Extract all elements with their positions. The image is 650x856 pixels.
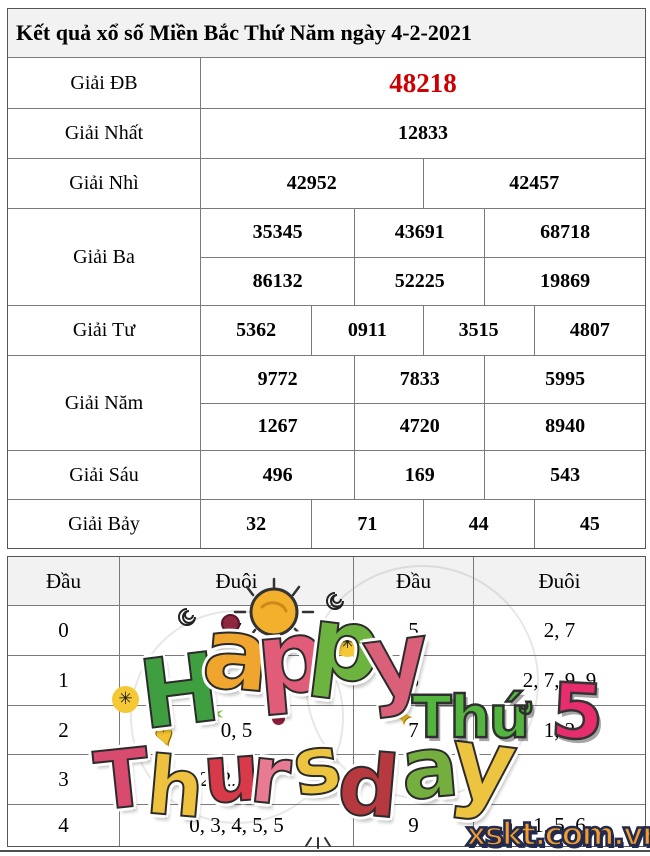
prize-number: 44: [422, 500, 534, 548]
prize-row-ba: Giải Ba 35345 43691 68718 86132 52225 19…: [8, 209, 645, 306]
star-icon: ✶: [207, 702, 226, 727]
thursday-letter: d: [333, 734, 404, 840]
berry-icon: [221, 614, 240, 633]
thursday-letter: r: [245, 726, 296, 825]
head-cell: 9: [354, 805, 474, 846]
prize-number: 71: [311, 500, 422, 548]
prize-number: 0911: [311, 306, 422, 355]
prize-number: 4807: [533, 306, 645, 355]
prize-row-db: Giải ĐB 48218: [8, 58, 645, 109]
prize-label: Giải Năm: [8, 356, 201, 450]
star-icon: ✦: [393, 705, 414, 731]
prize-number: 5362: [236, 319, 277, 341]
head-cell: 2: [8, 706, 120, 754]
tail-cell: 2, 7: [543, 618, 576, 642]
bottom-divider: [0, 850, 650, 852]
prize-row-bay: Giải Bảy 32 71 44 45: [8, 500, 645, 548]
tail-cell: 1, 5, 6: [533, 813, 586, 837]
prize-number: 45: [533, 500, 645, 548]
prize-label: Giải Bảy: [8, 500, 201, 548]
dot-icon: [272, 712, 285, 725]
prize-row-nhi: Giải Nhì 42952 42457: [8, 159, 645, 209]
prize-number: 43691: [354, 209, 484, 257]
prize-number: 543: [484, 451, 645, 499]
prize-label: Giải Ba: [8, 209, 201, 305]
prize-number: 9772: [257, 367, 298, 390]
prize-number: 3515: [422, 306, 534, 355]
prize-number: 12833: [398, 122, 448, 144]
head-cell: 1: [8, 656, 120, 705]
swirl-icon: [178, 608, 196, 626]
prize-number: 19869: [484, 257, 645, 305]
prize-label: Giải Nhì: [8, 159, 201, 208]
prize-number: 68718: [484, 209, 645, 257]
head-cell: 3: [8, 755, 120, 804]
site-watermark: xskt.com.vn: [465, 815, 650, 853]
prize-number: 42457: [422, 159, 646, 208]
rays-doodle-icon: [305, 837, 331, 849]
duoi-header: Đuôi: [120, 557, 354, 605]
prize-row-tu: Giải Tư 5362 0911 3515 4807: [8, 306, 645, 356]
prize-row-nam: Giải Năm 9772 7833 5995 1267 4720 8940: [8, 356, 645, 451]
results-title: Kết quả xổ số Miền Bắc Thứ Năm ngày 4-2-…: [8, 9, 645, 58]
prize-label: Giải Tư: [8, 306, 201, 355]
prize-number: 35345: [252, 221, 303, 244]
head-cell: 4: [8, 805, 120, 846]
thu-5-text: Thứ: [411, 683, 532, 751]
sparkle-icon: ✳: [112, 686, 139, 713]
special-prize-number: 48218: [389, 67, 457, 98]
results-table: Kết quả xổ số Miền Bắc Thứ Năm ngày 4-2-…: [7, 8, 646, 549]
prize-label: Giải ĐB: [8, 58, 201, 108]
prize-row-sau: Giải Sáu 496 169 543: [8, 451, 645, 500]
duoi-header: Đuôi: [538, 568, 581, 593]
prize-label: Giải Sáu: [8, 451, 201, 499]
tail-cell: 1, 2: [543, 717, 576, 742]
prize-label: Giải Nhất: [8, 109, 201, 158]
prize-number: 52225: [354, 257, 484, 305]
prize-number: 42952: [286, 172, 337, 194]
prize-row-nhat: Giải Nhất 12833: [8, 109, 645, 159]
prize-number: 496: [262, 463, 293, 486]
prize-number: 5995: [484, 356, 645, 403]
head-cell: 0: [8, 606, 120, 655]
swirl-icon: [326, 592, 344, 610]
sun-icon: [233, 577, 315, 648]
dau-header: Đầu: [8, 557, 120, 605]
prize-number: 169: [354, 451, 484, 499]
prize-number: 86132: [252, 269, 303, 292]
prize-number: 1267: [257, 415, 298, 438]
head-tail-header: Đầu Đuôi Đầu Đuôi: [8, 557, 645, 606]
prize-number: 7833: [354, 356, 484, 403]
prize-number: 8940: [484, 403, 645, 450]
sparkle-icon: ✳: [334, 630, 361, 657]
thu-5-number: 5: [547, 664, 607, 758]
thursday-letter: h: [142, 738, 209, 838]
prize-number: 4720: [354, 403, 484, 450]
prize-number: 32: [246, 512, 267, 535]
